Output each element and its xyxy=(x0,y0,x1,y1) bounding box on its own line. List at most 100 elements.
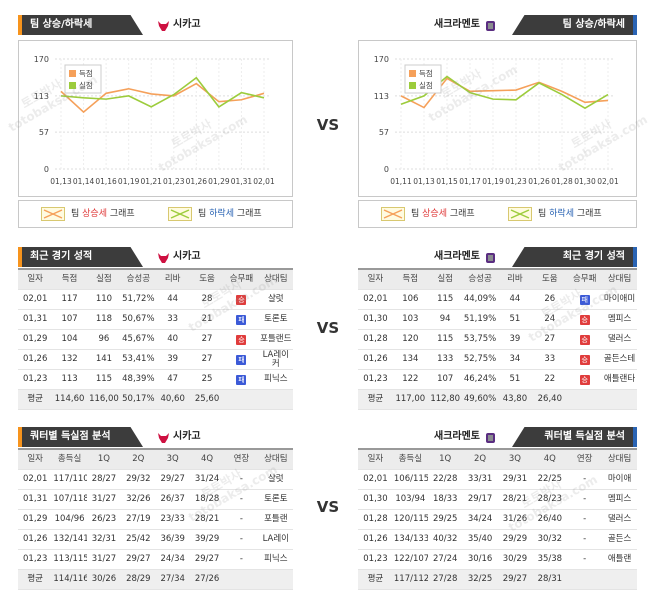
table-cell: - xyxy=(224,549,259,570)
table-cell: - xyxy=(567,549,603,570)
column-header: 일자 xyxy=(18,268,53,290)
vs-label: VS xyxy=(316,116,340,134)
table-cell: 댈러스 xyxy=(602,329,637,350)
table-cell: 28 xyxy=(189,289,225,310)
average-cell: 116,00 xyxy=(86,389,122,410)
column-header: 2Q xyxy=(462,448,498,470)
table-cell: 132/141 xyxy=(52,529,87,550)
table-cell: 39 xyxy=(155,349,190,370)
team-logo xyxy=(486,433,495,443)
table-cell: 피닉스 xyxy=(258,549,293,570)
section-tab: 쿼터별 득실점 분석 xyxy=(18,427,143,447)
table-cell: 118 xyxy=(86,309,122,330)
trend-word: 팀 xyxy=(71,209,80,219)
table-cell: 120/115 xyxy=(392,509,428,530)
section-tab: 최근 경기 성적 xyxy=(18,247,143,267)
column-header: 연장 xyxy=(224,448,259,470)
table-cell: 24 xyxy=(532,309,568,330)
average-cell: 112,80 xyxy=(427,389,463,410)
table-cell: 53,41% xyxy=(121,349,156,370)
table-cell: 골든스 xyxy=(602,529,637,550)
x-tick-label: 02,01 xyxy=(597,177,619,186)
x-tick-label: 01,14 xyxy=(73,177,95,186)
table-cell: 29/29 xyxy=(497,529,533,550)
table-cell: 32/31 xyxy=(86,529,122,550)
section-tab: 최근 경기 성적 xyxy=(512,247,637,267)
trend-word: 팀 xyxy=(198,209,207,219)
table-cell: 28/21 xyxy=(497,489,533,510)
result-badge: 승 xyxy=(236,294,247,305)
y-tick-label: 57 xyxy=(39,128,49,137)
table-cell: 96 xyxy=(86,329,122,350)
column-header: 득점 xyxy=(392,268,428,290)
team-logo xyxy=(158,21,169,31)
table-cell: 28/21 xyxy=(189,509,225,530)
table-cell: 29/31 xyxy=(497,469,533,490)
average-cell: 평균 xyxy=(18,569,53,590)
average-cell: 30/26 xyxy=(86,569,122,590)
table-row: 01,23 113 115 48,39% 47 25 패 피닉스 xyxy=(18,369,293,390)
table-cell: 01,23 xyxy=(18,369,53,390)
team-name: 새크라멘토 xyxy=(434,251,480,262)
column-header: 4Q xyxy=(532,448,568,470)
table-cell: 포틀랜드 xyxy=(258,329,293,350)
result-badge: 승 xyxy=(579,334,590,345)
table-cell: 25 xyxy=(189,369,225,390)
table-cell: 30/32 xyxy=(532,529,568,550)
table-cell: 31/27 xyxy=(86,549,122,570)
legend-label: 득점 xyxy=(419,68,433,78)
trend-word: 하락세 xyxy=(549,209,574,219)
table-cell: 패 xyxy=(224,349,259,370)
team-logo xyxy=(486,21,495,31)
average-cell: 평균 xyxy=(358,569,393,590)
column-header: 상대팀 xyxy=(258,448,293,470)
trend-word: 그래프 xyxy=(236,209,262,219)
y-tick-label: 0 xyxy=(44,165,49,174)
table-cell: 패 xyxy=(224,369,259,390)
table-header-row: 일자 총득실 1Q 2Q 3Q 4Q 연장 상대팀 xyxy=(18,448,293,470)
table-cell: 51 xyxy=(497,369,533,390)
column-header: 1Q xyxy=(86,448,122,470)
x-tick-label: 01,15 xyxy=(436,177,458,186)
table-wrap: 일자 득점 실점 승성공 리바 도움 승무패 상대팀 02,01 106 115 44,09% 44 26… xyxy=(358,268,637,410)
column-header: 3Q xyxy=(155,448,190,470)
result-badge: 패 xyxy=(236,354,247,365)
table-cell: - xyxy=(224,489,259,510)
table-row: 01,26 134 133 52,75% 34 33 승 골든스테 xyxy=(358,349,637,370)
table-cell: 28/23 xyxy=(532,489,568,510)
table-cell: 18/33 xyxy=(427,489,463,510)
table-cell: 01,30 xyxy=(358,489,393,510)
table-cell: - xyxy=(567,529,603,550)
table-cell: 21 xyxy=(189,309,225,330)
series-line xyxy=(60,82,265,114)
x-tick-label: 01,13 xyxy=(413,177,435,186)
table-cell: LA레이 xyxy=(258,529,293,550)
table-cell: 승 xyxy=(567,369,603,390)
legend-swatch xyxy=(69,70,76,77)
chart-box: 0 57 113 170 01,13 01,14 01,16 01,19 01,21 01,23 0… xyxy=(18,40,293,197)
column-header: 상대팀 xyxy=(602,448,637,470)
legend-swatch xyxy=(69,82,76,89)
average-cell: 114,60 xyxy=(52,389,87,410)
table-cell: 멤피스 xyxy=(602,309,637,330)
x-tick-label: 01,16 xyxy=(95,177,117,186)
icon-lines xyxy=(510,209,530,219)
table-cell: 01,23 xyxy=(358,549,393,570)
table-cell: 02,01 xyxy=(18,289,53,310)
trend-text: 팀 하락세 그래프 xyxy=(198,207,262,221)
average-cell xyxy=(224,569,259,590)
table-cell: 104 xyxy=(52,329,87,350)
table-cell: 01,23 xyxy=(18,549,53,570)
table-cell: 44 xyxy=(497,289,533,310)
table-row: 02,01 106 115 44,09% 44 26 패 마이애미 xyxy=(358,289,637,310)
column-header: 리바 xyxy=(497,268,533,290)
table-cell: 01,23 xyxy=(358,369,393,390)
average-row: 평균 117/112 27/28 32/25 29/27 28/31 xyxy=(358,569,637,590)
table-row: 01,23 113/115 31/27 29/27 24/34 29/27- 피닉스 xyxy=(18,549,293,570)
table-cell: 23/33 xyxy=(155,509,190,530)
x-tick-label: 01,13 xyxy=(50,177,72,186)
table-cell: 31/27 xyxy=(86,489,122,510)
table-row: 01,29 104/96 26/23 27/19 23/33 28/21- 포틀랜 xyxy=(18,509,293,530)
table-cell: 26 xyxy=(532,289,568,310)
table-cell: 106/115 xyxy=(392,469,428,490)
